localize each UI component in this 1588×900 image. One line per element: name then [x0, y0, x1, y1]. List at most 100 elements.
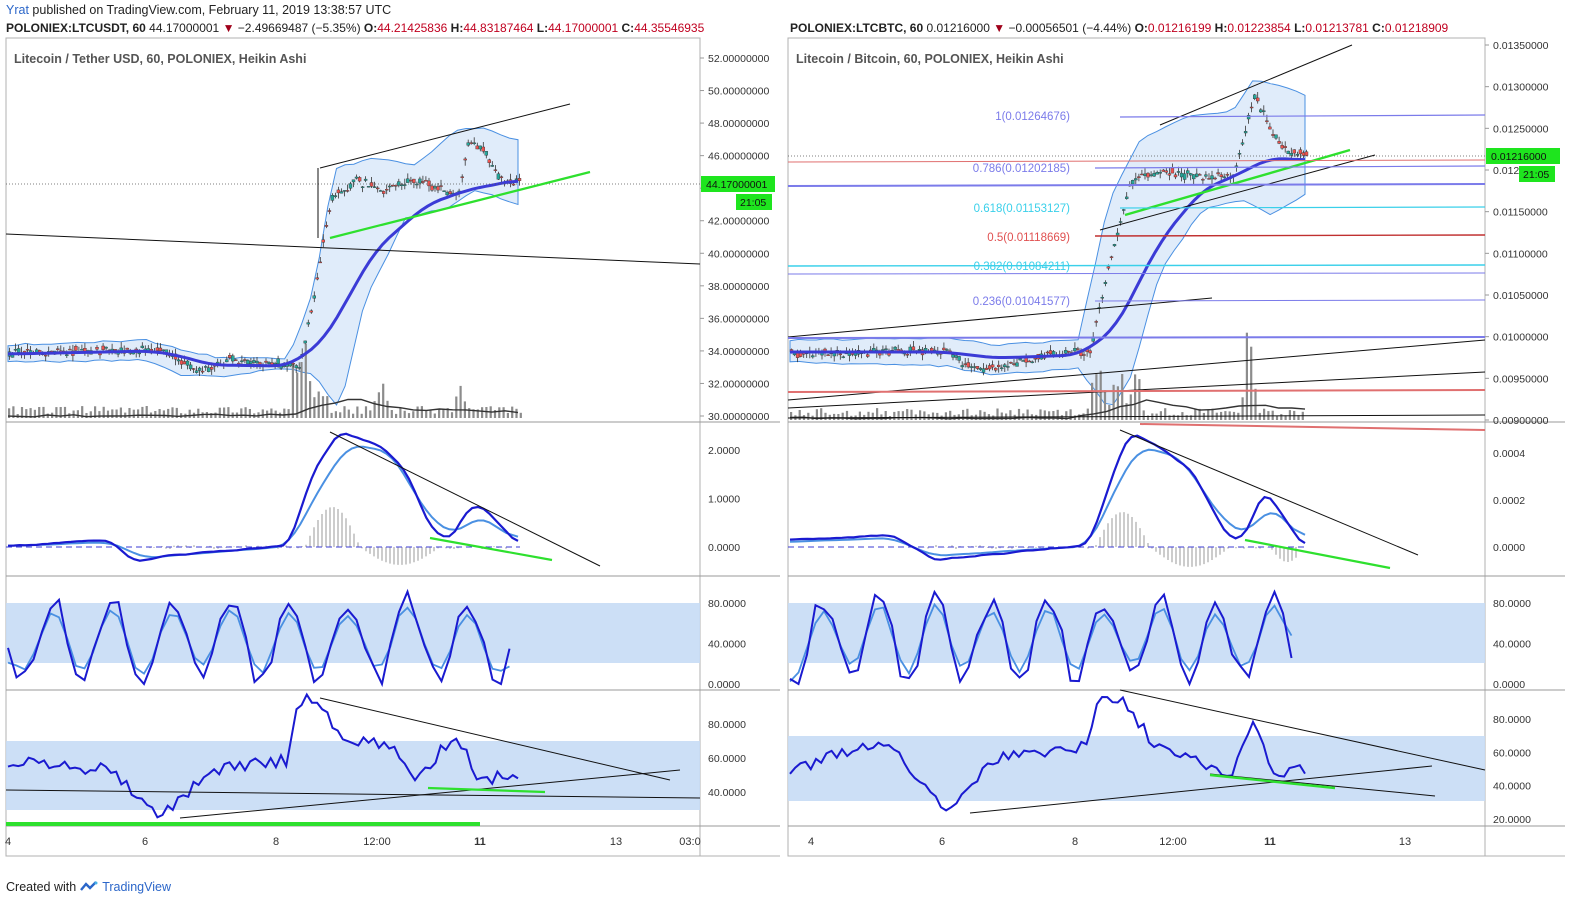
- candle: [418, 178, 422, 184]
- symbol-right[interactable]: POLONIEX:LTCBTC, 60: [790, 21, 924, 35]
- candle: [795, 352, 800, 359]
- moving-average-line: [790, 157, 1306, 359]
- rsi-tick: 60.0000: [708, 753, 746, 765]
- candle: [514, 178, 519, 181]
- candle: [1009, 362, 1013, 364]
- candle: [369, 182, 374, 187]
- price-tick: 50.00000000: [708, 86, 769, 98]
- trendline: [329, 170, 591, 240]
- candle: [1259, 109, 1263, 113]
- macd-trendline: [1119, 429, 1419, 556]
- candle: [1158, 172, 1162, 174]
- rsi-trendline: [969, 765, 1433, 814]
- candle: [1112, 244, 1117, 247]
- volume-bar: [433, 413, 436, 418]
- close-right: 0.01218909: [1384, 21, 1449, 35]
- candle: [1121, 209, 1126, 211]
- candle: [203, 366, 208, 368]
- macd-line: [7, 432, 519, 562]
- volume-bar: [1125, 403, 1128, 420]
- footer: Created with TradingView: [6, 878, 171, 896]
- candle: [312, 295, 316, 299]
- candle: [400, 184, 404, 187]
- volume-bar: [815, 409, 818, 420]
- candle: [318, 261, 322, 264]
- volume-bar: [403, 410, 406, 418]
- tradingview-logo-icon: [80, 881, 98, 891]
- candle: [1161, 169, 1166, 172]
- candle: [1274, 134, 1278, 139]
- rsi-trendline: [427, 786, 546, 794]
- candle: [972, 366, 976, 368]
- candle: [490, 165, 494, 167]
- volume-bar: [38, 407, 41, 418]
- volume-bar: [106, 410, 110, 418]
- volume-bar: [373, 401, 376, 418]
- candle: [228, 355, 232, 359]
- candle: [357, 177, 362, 182]
- price-tick: 0.01000000: [1493, 332, 1549, 344]
- trendline: [787, 183, 1486, 187]
- volume-ma-line: [789, 399, 1306, 420]
- volume-bar: [102, 406, 105, 418]
- last-price-tag: [701, 176, 775, 192]
- volume-bar: [485, 407, 488, 418]
- candle: [137, 352, 142, 355]
- candle: [1118, 221, 1123, 223]
- rsi-tick: 40.0000: [1493, 781, 1531, 793]
- footer-brand[interactable]: TradingView: [102, 880, 171, 894]
- volume-bar: [966, 408, 969, 420]
- candle: [1018, 358, 1022, 361]
- trendline: [1159, 44, 1353, 126]
- candle: [1195, 173, 1199, 177]
- candle: [200, 370, 205, 373]
- volume-bar: [141, 406, 144, 418]
- candle: [25, 349, 30, 351]
- change-right: −0.00056501 (−4.44%): [1008, 21, 1132, 35]
- candle: [44, 354, 48, 357]
- footer-prefix: Created with: [6, 880, 77, 894]
- volume-bar: [1048, 411, 1051, 420]
- volume-bar: [910, 409, 913, 420]
- stoch-tick: 0.0000: [708, 679, 740, 691]
- volume-bar: [360, 413, 363, 418]
- candle: [1103, 282, 1108, 284]
- price-tick: 52.00000000: [708, 53, 769, 65]
- candle: [1292, 149, 1297, 154]
- countdown-text: 21:05: [1523, 169, 1549, 181]
- countdown-tag: [1519, 166, 1555, 182]
- candle: [327, 210, 332, 212]
- volume-bar: [330, 412, 333, 418]
- candle: [80, 349, 84, 351]
- volume-bar: [20, 407, 24, 418]
- candle: [406, 178, 410, 183]
- candle: [481, 146, 485, 152]
- symbol-left[interactable]: POLONIEX:LTCUSDT, 60: [6, 21, 146, 35]
- trendline: [1119, 114, 1486, 118]
- candle: [1252, 94, 1257, 100]
- volume-bar: [901, 411, 904, 420]
- candle: [125, 347, 129, 350]
- trendline: [1139, 423, 1486, 431]
- time-tick: 11: [474, 836, 486, 848]
- candle: [339, 191, 344, 194]
- time-tick: 12:00: [363, 836, 391, 848]
- volume-bar: [29, 408, 32, 418]
- publish-text: published on TradingView.com, February 1…: [28, 3, 392, 17]
- candle: [1048, 350, 1053, 355]
- publisher-user[interactable]: Yrat: [6, 3, 29, 17]
- time-tick: 12:00: [1159, 836, 1187, 848]
- candle: [1268, 126, 1272, 130]
- stoch-d-line: [789, 602, 1293, 683]
- volume-bar: [1108, 405, 1111, 420]
- candle: [951, 354, 955, 358]
- volume-bar: [1280, 414, 1283, 420]
- candle: [155, 347, 160, 351]
- candle: [1249, 106, 1254, 109]
- trendline: [5, 233, 701, 265]
- volume-bar: [1288, 410, 1291, 420]
- time-tick: 11: [1264, 836, 1276, 848]
- chart-title: Litecoin / Tether USD, 60, POLONIEX, Hei…: [14, 52, 306, 66]
- volume-bar: [498, 407, 501, 418]
